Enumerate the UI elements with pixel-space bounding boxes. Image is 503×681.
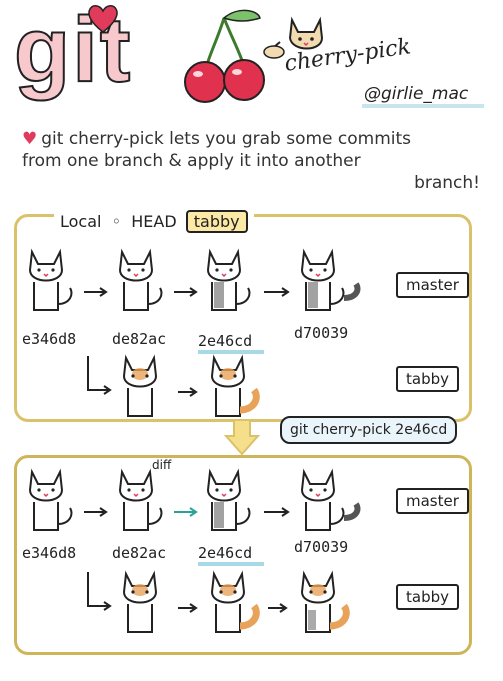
command-bubble: git cherry-pick 2e46cd bbox=[280, 416, 457, 444]
head-branch-tag: tabby bbox=[186, 210, 248, 233]
local-head-label: Local ◦ HEAD tabby bbox=[54, 210, 254, 233]
before-master-tag: master bbox=[396, 272, 469, 298]
description-line3: branch! bbox=[22, 172, 492, 194]
author-handle: @girlie_mac bbox=[364, 84, 468, 104]
after-tabby-tag: tabby bbox=[396, 584, 459, 610]
commit-highlight bbox=[198, 562, 264, 566]
description: ♥ git cherry-pick lets you grab some comm… bbox=[22, 128, 492, 194]
handle-underline bbox=[362, 104, 484, 108]
description-line2: from one branch & apply it into another bbox=[22, 151, 361, 171]
after-commit-4: d70039 bbox=[294, 538, 348, 556]
after-commit-2: de82ac bbox=[112, 544, 166, 562]
heart-icon bbox=[86, 2, 120, 34]
description-line1: git cherry-pick lets you grab some commi… bbox=[41, 129, 411, 149]
after-master-tag: master bbox=[396, 488, 469, 514]
bullet-dot: ◦ bbox=[107, 212, 127, 231]
before-tabby-cats bbox=[82, 354, 282, 420]
local-label: Local bbox=[60, 212, 101, 231]
after-commit-1: e346d8 bbox=[22, 544, 76, 562]
before-master-cats bbox=[24, 248, 424, 320]
after-tabby-cats bbox=[82, 570, 382, 640]
before-commit-2: de82ac bbox=[112, 330, 166, 348]
before-commit-1: e346d8 bbox=[22, 330, 76, 348]
after-commit-3: 2e46cd bbox=[198, 544, 264, 562]
before-commit-3: 2e46cd bbox=[198, 332, 264, 350]
head-label: HEAD bbox=[131, 212, 176, 231]
after-master-cats bbox=[24, 468, 424, 540]
heart-bullet-icon: ♥ bbox=[22, 129, 37, 149]
down-arrow-icon bbox=[222, 418, 262, 458]
before-commit-4: d70039 bbox=[294, 324, 348, 342]
before-tabby-tag: tabby bbox=[396, 366, 459, 392]
